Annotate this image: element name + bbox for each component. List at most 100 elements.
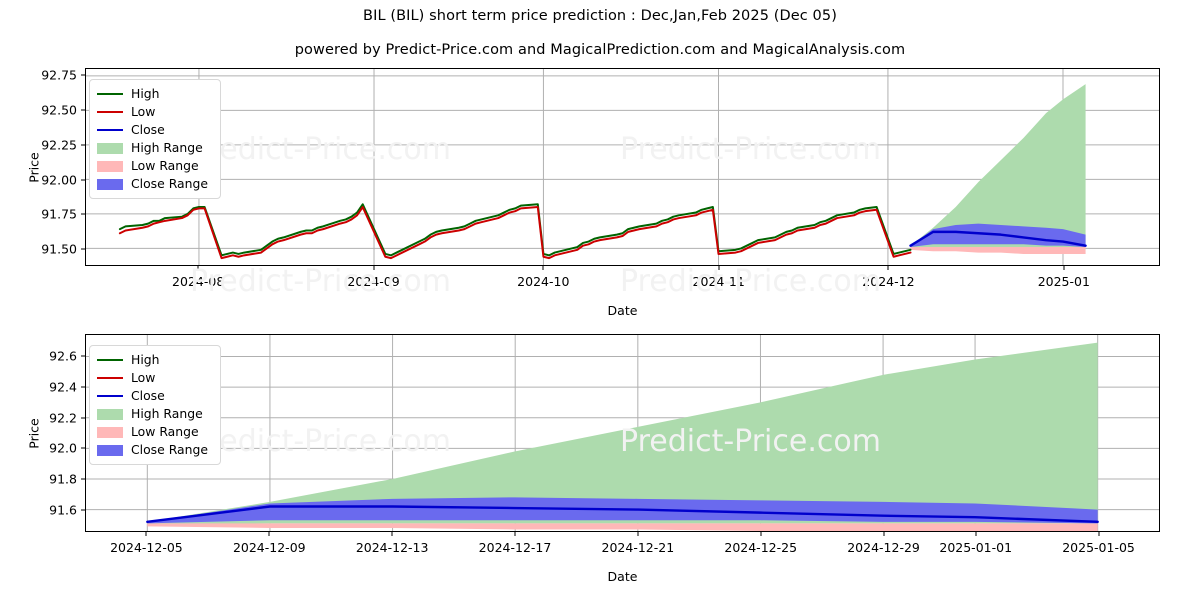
detail-x-axis-label: Date xyxy=(607,569,638,584)
y-tick-label: 92.25 xyxy=(41,137,77,153)
legend-label: Low Range xyxy=(131,157,199,173)
x-tick-mark xyxy=(145,532,147,536)
detail-legend-item: Close xyxy=(97,387,211,405)
y-tick-label: 91.75 xyxy=(41,206,77,222)
y-tick-label: 91.8 xyxy=(49,471,77,487)
x-tick-mark xyxy=(1098,532,1100,536)
overview-y-axis-label: Price xyxy=(26,152,42,183)
y-tick-label: 92.2 xyxy=(49,410,77,426)
overview-legend-item: Close Range xyxy=(97,175,211,193)
legend-line-swatch xyxy=(97,377,123,379)
y-tick-label: 91.6 xyxy=(49,502,77,518)
x-tick-mark xyxy=(760,532,762,536)
x-tick-mark xyxy=(637,532,639,536)
legend-label: Close xyxy=(131,387,165,403)
y-tick-label: 92.00 xyxy=(41,172,77,188)
y-tick-mark xyxy=(81,179,85,181)
legend-patch-swatch xyxy=(97,142,123,154)
watermark-text: Predict-Price.com xyxy=(620,264,881,299)
x-tick-mark xyxy=(883,532,885,536)
watermark-text: Predict-Price.com xyxy=(190,132,451,167)
x-tick-mark xyxy=(514,532,516,536)
legend-label: High Range xyxy=(131,405,203,421)
figure-title: BIL (BIL) short term price prediction : … xyxy=(363,8,837,24)
x-tick-label: 2024-12 xyxy=(862,274,915,289)
legend-line-swatch xyxy=(97,395,123,397)
y-tick-label: 92.4 xyxy=(49,379,77,395)
x-tick-label: 2024-09 xyxy=(347,274,400,289)
y-tick-mark xyxy=(81,447,85,449)
detail-plot-svg xyxy=(86,335,1159,531)
detail-legend: High Low Close High Range Low Range Close Ran… xyxy=(89,345,221,465)
y-tick-label: 91.50 xyxy=(41,241,77,257)
x-tick-mark xyxy=(197,266,199,270)
legend-line-swatch xyxy=(97,93,123,95)
legend-label: Close Range xyxy=(131,175,208,191)
x-tick-label: 2024-12-13 xyxy=(355,540,429,555)
x-tick-mark xyxy=(391,532,393,536)
detail-chart xyxy=(85,334,1160,532)
legend-label: Close xyxy=(131,121,165,137)
legend-patch-swatch xyxy=(97,426,123,438)
x-tick-mark xyxy=(268,532,270,536)
detail-plot-area xyxy=(85,334,1160,532)
x-tick-label: 2024-12-09 xyxy=(232,540,306,555)
x-tick-label: 2024-12-29 xyxy=(847,540,920,555)
overview-legend-item: Close xyxy=(97,121,211,139)
legend-patch-swatch xyxy=(97,160,123,172)
watermark-text: Predict-Price.com xyxy=(620,132,881,167)
detail-legend-item: High xyxy=(97,351,211,369)
x-tick-label: 2024-12-05 xyxy=(110,540,183,555)
y-tick-mark xyxy=(81,74,85,76)
y-tick-mark xyxy=(81,109,85,111)
overview-legend-item: Low Range xyxy=(97,157,211,175)
legend-line-swatch xyxy=(97,359,123,361)
y-tick-mark xyxy=(81,248,85,250)
overview-legend-item: High xyxy=(97,85,211,103)
detail-legend-item: High Range xyxy=(97,405,211,423)
overview-plot-svg xyxy=(86,69,1159,265)
y-tick-label: 92.0 xyxy=(49,440,77,456)
legend-line-swatch xyxy=(97,129,123,131)
legend-label: Low Range xyxy=(131,423,199,439)
legend-label: Low xyxy=(131,103,156,119)
overview-legend-item: High Range xyxy=(97,139,211,157)
figure-subtitle: powered by Predict-Price.com and Magical… xyxy=(294,42,906,58)
x-tick-mark xyxy=(975,532,977,536)
legend-label: High xyxy=(131,85,160,101)
y-tick-mark xyxy=(81,509,85,511)
legend-patch-swatch xyxy=(97,178,123,190)
y-tick-mark xyxy=(81,386,85,388)
x-tick-label: 2025-01 xyxy=(1037,274,1090,289)
x-tick-label: 2024-12-17 xyxy=(478,540,552,555)
legend-patch-swatch xyxy=(97,444,123,456)
y-tick-mark xyxy=(81,417,85,419)
y-tick-mark xyxy=(81,213,85,215)
legend-label: Close Range xyxy=(131,441,208,457)
watermark-text: Predict-Price.com xyxy=(190,264,451,299)
y-tick-label: 92.75 xyxy=(41,67,77,83)
legend-label: High xyxy=(131,351,160,367)
y-tick-label: 92.50 xyxy=(41,102,77,118)
overview-x-axis-label: Date xyxy=(607,303,638,318)
legend-line-swatch xyxy=(97,111,123,113)
x-tick-mark xyxy=(542,266,544,270)
watermark-text: Predict-Price.com xyxy=(620,424,881,459)
watermark-text: Predict-Price.com xyxy=(190,424,451,459)
x-tick-label: 2024-12-21 xyxy=(601,540,675,555)
x-tick-label: 2024-11 xyxy=(692,274,745,289)
x-tick-label: 2024-08 xyxy=(172,274,225,289)
detail-legend-item: Close Range xyxy=(97,441,211,459)
y-tick-label: 92.6 xyxy=(49,348,77,364)
x-tick-mark xyxy=(718,266,720,270)
x-tick-mark xyxy=(887,266,889,270)
y-tick-mark xyxy=(81,144,85,146)
x-tick-label: 2025-01-05 xyxy=(1062,540,1135,555)
y-tick-mark xyxy=(81,355,85,357)
x-tick-mark xyxy=(1063,266,1065,270)
overview-legend: High Low Close High Range Low Range Close Ran… xyxy=(89,79,221,199)
overview-legend-item: Low xyxy=(97,103,211,121)
detail-legend-item: Low Range xyxy=(97,423,211,441)
legend-label: Low xyxy=(131,369,156,385)
